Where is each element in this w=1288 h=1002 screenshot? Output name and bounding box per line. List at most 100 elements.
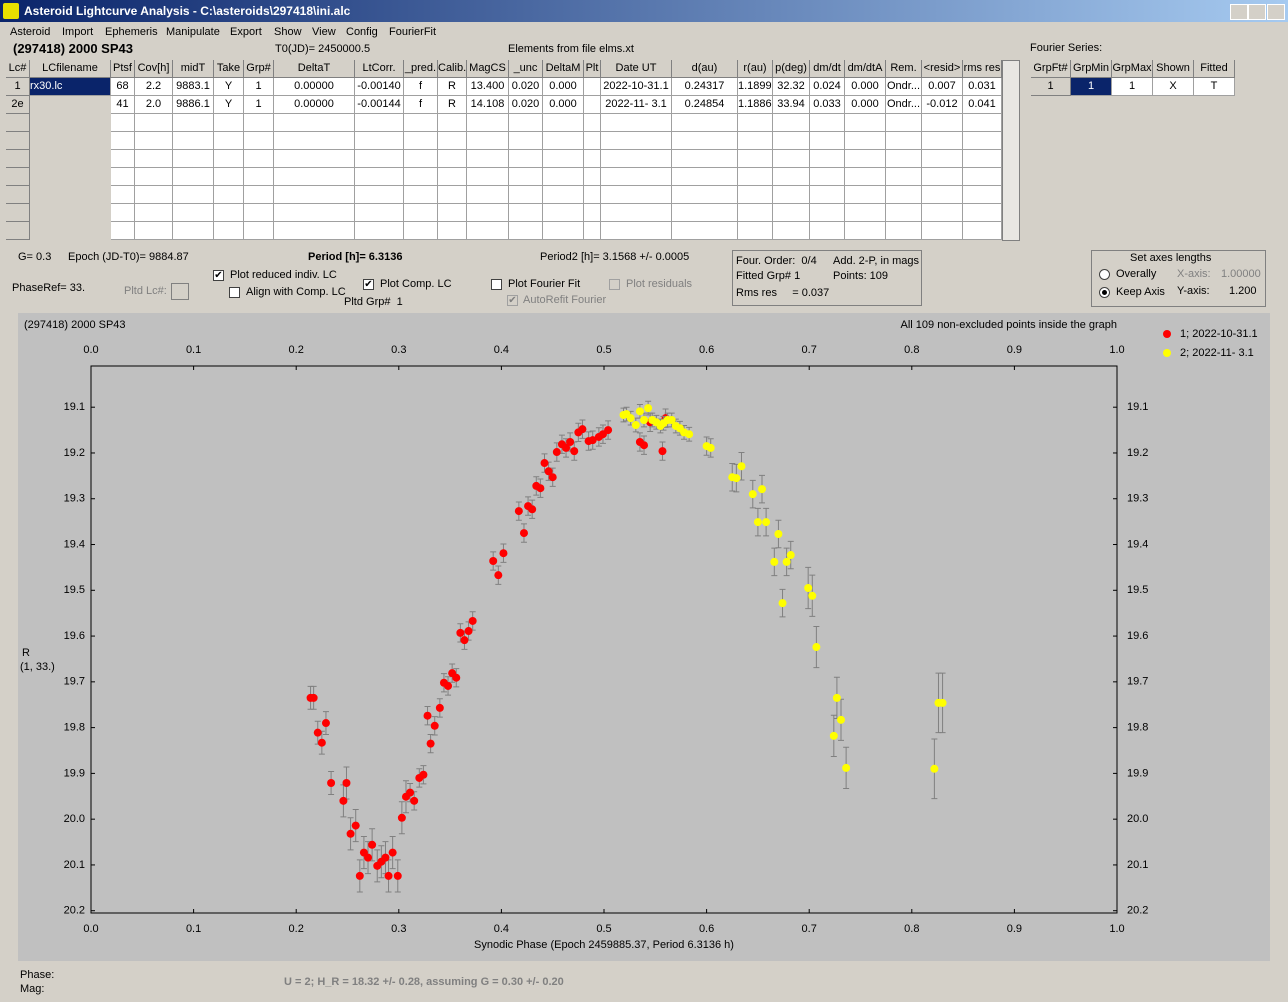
checkbox[interactable] xyxy=(229,287,240,298)
menu-item[interactable]: Export xyxy=(230,26,262,38)
table-cell[interactable] xyxy=(584,222,601,240)
table-cell[interactable] xyxy=(6,204,30,222)
table-cell[interactable]: f xyxy=(404,78,438,96)
table-cell[interactable]: rx30.lc xyxy=(30,78,111,96)
menu-item[interactable]: Show xyxy=(274,26,302,38)
table-cell[interactable] xyxy=(404,204,438,222)
table-cell[interactable] xyxy=(672,114,738,132)
column-header[interactable]: Date UT xyxy=(601,60,672,78)
table-cell[interactable] xyxy=(601,204,672,222)
table-cell[interactable] xyxy=(467,150,509,168)
column-header[interactable]: DeltaM xyxy=(543,60,584,78)
close-button[interactable] xyxy=(1267,4,1285,20)
table-cell[interactable] xyxy=(672,204,738,222)
menu-item[interactable]: Config xyxy=(346,26,378,38)
table-cell[interactable] xyxy=(173,186,214,204)
table-cell[interactable] xyxy=(845,204,886,222)
table-cell[interactable] xyxy=(810,150,845,168)
table-cell[interactable]: 1.18861 xyxy=(738,96,773,114)
table-cell[interactable] xyxy=(135,168,173,186)
minimize-button[interactable] xyxy=(1230,4,1248,20)
table-cell[interactable]: 1 xyxy=(244,96,274,114)
table-cell[interactable] xyxy=(438,222,467,240)
table-cell[interactable] xyxy=(773,150,810,168)
table-cell[interactable]: 2.2 xyxy=(135,78,173,96)
table-cell[interactable] xyxy=(922,168,963,186)
table-cell[interactable] xyxy=(111,132,135,150)
table-cell[interactable] xyxy=(467,168,509,186)
table-cell[interactable]: 33.94 xyxy=(773,96,810,114)
table-cell[interactable] xyxy=(467,222,509,240)
table-cell[interactable]: 2.0 xyxy=(135,96,173,114)
table-cell[interactable]: 0.031 xyxy=(963,78,1002,96)
table-cell[interactable]: 1 xyxy=(244,78,274,96)
table-cell[interactable] xyxy=(810,222,845,240)
table-cell[interactable] xyxy=(111,114,135,132)
column-header[interactable]: Fitted xyxy=(1194,60,1235,78)
table-cell[interactable] xyxy=(810,204,845,222)
table-cell[interactable] xyxy=(135,204,173,222)
table-cell[interactable]: -0.00144 xyxy=(355,96,404,114)
column-header[interactable]: Take xyxy=(214,60,244,78)
table-cell[interactable] xyxy=(584,204,601,222)
column-header[interactable]: Lc# xyxy=(6,60,30,78)
table-cell[interactable] xyxy=(543,114,584,132)
table-cell[interactable] xyxy=(738,186,773,204)
table-cell[interactable] xyxy=(810,168,845,186)
table-cell[interactable] xyxy=(438,132,467,150)
table-cell[interactable] xyxy=(214,222,244,240)
table-cell[interactable]: 14.108 xyxy=(467,96,509,114)
table-cell[interactable] xyxy=(509,150,543,168)
column-header[interactable]: MagCS xyxy=(467,60,509,78)
column-header[interactable]: _pred. xyxy=(404,60,438,78)
table-cell[interactable] xyxy=(886,204,922,222)
table-cell[interactable] xyxy=(355,132,404,150)
table-cell[interactable] xyxy=(404,222,438,240)
table-cell[interactable] xyxy=(773,114,810,132)
table-cell[interactable] xyxy=(173,132,214,150)
table-cell[interactable]: 0.033 xyxy=(810,96,845,114)
table-cell[interactable] xyxy=(214,168,244,186)
table-cell[interactable] xyxy=(438,150,467,168)
table-cell[interactable] xyxy=(845,168,886,186)
table-cell[interactable] xyxy=(214,204,244,222)
table-cell[interactable] xyxy=(355,222,404,240)
table-cell[interactable] xyxy=(886,114,922,132)
table-cell[interactable]: 68 xyxy=(111,78,135,96)
table-cell[interactable]: 0.24854 xyxy=(672,96,738,114)
table-cell[interactable] xyxy=(543,204,584,222)
table-cell[interactable]: 2e xyxy=(6,96,30,114)
table-cell[interactable] xyxy=(738,150,773,168)
table-cell[interactable] xyxy=(810,186,845,204)
table-cell[interactable] xyxy=(922,222,963,240)
table-cell[interactable] xyxy=(467,132,509,150)
table-cell[interactable] xyxy=(963,132,1002,150)
table-cell[interactable] xyxy=(438,204,467,222)
table-cell[interactable] xyxy=(845,114,886,132)
table-cell[interactable] xyxy=(214,132,244,150)
table-cell[interactable] xyxy=(6,186,30,204)
table-cell[interactable] xyxy=(886,132,922,150)
table-cell[interactable] xyxy=(584,186,601,204)
table-cell[interactable] xyxy=(244,114,274,132)
table-cell[interactable] xyxy=(438,168,467,186)
table-cell[interactable] xyxy=(601,168,672,186)
scrollbar[interactable] xyxy=(1002,60,1020,241)
table-cell[interactable] xyxy=(922,186,963,204)
menu-item[interactable]: FourierFit xyxy=(389,26,437,38)
spin-button[interactable] xyxy=(171,283,189,300)
table-cell[interactable] xyxy=(672,168,738,186)
table-cell[interactable] xyxy=(543,150,584,168)
table-cell[interactable]: 0.000 xyxy=(845,96,886,114)
table-cell[interactable] xyxy=(601,132,672,150)
table-cell[interactable] xyxy=(584,168,601,186)
table-cell[interactable] xyxy=(135,150,173,168)
table-cell[interactable] xyxy=(274,168,355,186)
table-cell[interactable] xyxy=(509,168,543,186)
table-cell[interactable] xyxy=(738,222,773,240)
table-cell[interactable] xyxy=(738,114,773,132)
table-cell[interactable] xyxy=(244,150,274,168)
table-cell[interactable] xyxy=(467,186,509,204)
table-cell[interactable] xyxy=(274,222,355,240)
table-cell[interactable] xyxy=(672,132,738,150)
